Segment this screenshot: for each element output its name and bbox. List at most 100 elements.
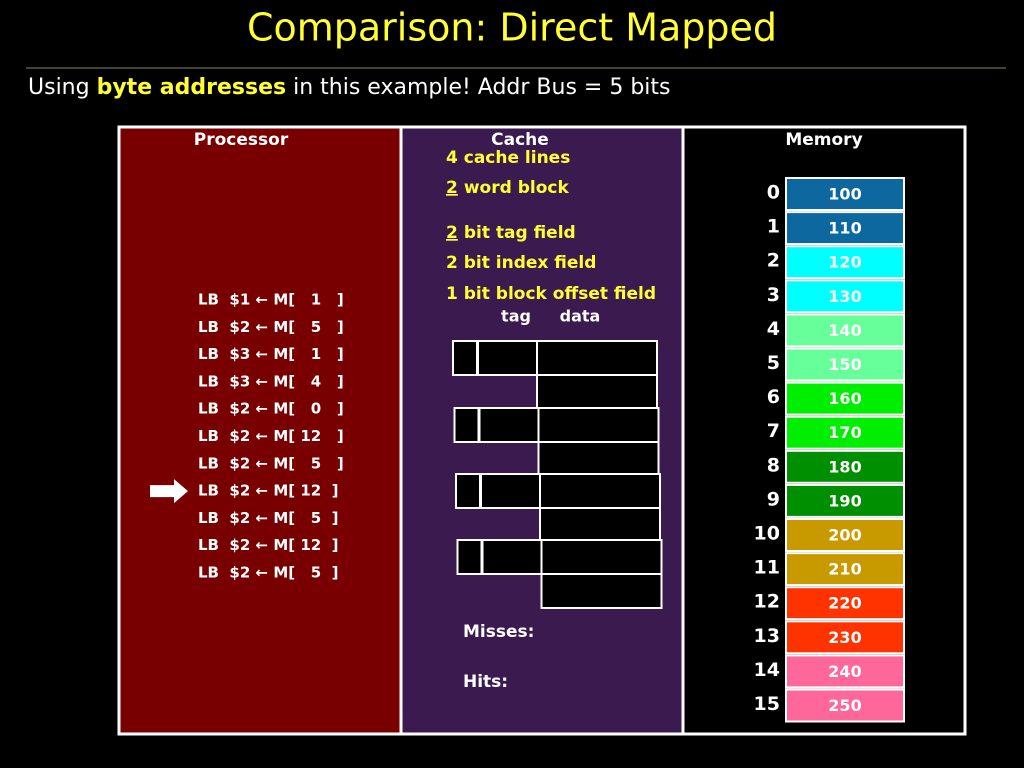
panel-header: Memory — [785, 130, 862, 150]
memory-cell — [785, 245, 905, 280]
subtitle: Using byte addresses in this example! Ad… — [28, 75, 671, 100]
memory-cell — [785, 381, 905, 416]
memory-value: 250 — [828, 696, 861, 715]
data-word — [539, 473, 661, 509]
data-word — [536, 340, 658, 376]
cache-note-number: 2 — [446, 178, 458, 198]
memory-cell — [785, 688, 905, 723]
memory-address: 13 — [754, 625, 780, 647]
panel-header: Cache — [491, 130, 549, 150]
memory-cell — [785, 483, 905, 518]
memory-cell — [785, 449, 905, 484]
memory-value: 210 — [828, 560, 861, 579]
instruction: LB $2 ← M[ 5 ] — [198, 509, 339, 527]
memory-value: 130 — [828, 287, 861, 306]
misses-label: Misses: — [463, 622, 534, 642]
title: Comparison: Direct Mapped — [247, 6, 777, 50]
subtitle-highlight: byte addresses — [97, 75, 287, 100]
memory-address: 11 — [754, 557, 780, 579]
memory-address: 15 — [754, 693, 780, 715]
tag-box — [480, 473, 541, 509]
data-word — [537, 441, 660, 477]
memory-address: 6 — [767, 386, 780, 408]
subtitle-text: in this example! Addr Bus = 5 bits — [293, 75, 670, 100]
memory-address: 8 — [767, 454, 780, 476]
cache-grid — [452, 340, 663, 609]
memory-value: 160 — [828, 389, 861, 408]
data-word — [537, 407, 660, 443]
memory-value: 200 — [828, 526, 861, 545]
memory-cell — [785, 347, 905, 382]
tag-box — [478, 407, 540, 443]
current-arrow — [150, 479, 188, 504]
instruction: LB $2 ← M[ 5 ] — [198, 318, 344, 336]
panel-header: Processor — [194, 130, 289, 150]
cache-note: 4 cache lines — [446, 148, 570, 168]
processor-panel — [117, 125, 403, 736]
instruction: LB $1 ← M[ 1 ] — [198, 291, 344, 309]
memory-value: 240 — [828, 662, 861, 681]
cache-note-text: 1 bit block offset field — [446, 284, 656, 304]
data-word — [539, 507, 661, 543]
memory-address: 10 — [754, 523, 780, 545]
valid-bit — [453, 407, 480, 443]
memory-address: 12 — [754, 591, 780, 613]
column-label: data — [560, 307, 601, 326]
tag-box — [477, 340, 538, 376]
memory-value: 110 — [828, 219, 861, 238]
instruction: LB $2 ← M[ 12 ] — [198, 427, 344, 445]
memory-value: 220 — [828, 594, 861, 613]
instruction: LB $2 ← M[ 5 ] — [198, 564, 339, 582]
memory-value: 170 — [828, 423, 861, 442]
data-word — [540, 539, 663, 575]
column-label: tag — [501, 307, 531, 326]
cache-note-number: 2 — [446, 223, 458, 243]
memory-address: 3 — [767, 284, 780, 306]
memory-cell — [785, 211, 905, 246]
memory-value: 140 — [828, 321, 861, 340]
memory-value: 180 — [828, 457, 861, 476]
instruction: LB $2 ← M[ 0 ] — [198, 400, 344, 418]
valid-bit — [456, 539, 483, 575]
memory-value: 190 — [828, 491, 861, 510]
memory-address: 14 — [754, 659, 780, 681]
memory-address: 0 — [767, 182, 780, 204]
memory-cell — [785, 654, 905, 689]
memory-address: 5 — [767, 352, 780, 374]
valid-bit — [455, 473, 481, 509]
data-word — [536, 374, 658, 410]
memory-value: 120 — [828, 253, 861, 272]
data-word — [540, 573, 663, 609]
cache-note-text: word block — [464, 178, 570, 198]
instruction: LB $3 ← M[ 4 ] — [198, 372, 344, 390]
memory-address: 2 — [767, 250, 780, 272]
memory-value: 150 — [828, 355, 861, 374]
cache-note: 2 bit tag field — [446, 223, 576, 243]
cache-note: 1 bit block offset field — [446, 284, 656, 304]
memory-cell — [785, 620, 905, 655]
instruction: LB $2 ← M[ 12 ] — [198, 482, 339, 500]
instruction: LB $2 ← M[ 5 ] — [198, 454, 344, 472]
hits-label: Hits: — [463, 672, 508, 692]
memory-address: 1 — [767, 216, 780, 238]
memory-cell — [785, 518, 905, 552]
valid-bit — [452, 340, 478, 376]
memory-cell — [785, 313, 905, 348]
cache-note-text: 2 bit index field — [446, 253, 596, 273]
cache-note-text: 4 cache lines — [446, 148, 570, 168]
cache-note-text: bit tag field — [464, 223, 576, 243]
memory-cell — [785, 177, 905, 211]
memory-address: 4 — [767, 318, 780, 340]
memory-address: 7 — [767, 420, 780, 442]
cache-note: 2 word block — [446, 178, 569, 198]
subtitle-text: Using — [28, 75, 90, 100]
memory-cell — [785, 279, 905, 314]
cache-note: 2 bit index field — [446, 253, 596, 273]
memory-value: 100 — [828, 185, 861, 204]
memory-cell — [785, 586, 905, 621]
memory-cell — [785, 415, 905, 450]
instruction: LB $3 ← M[ 1 ] — [198, 345, 344, 363]
memory-value: 230 — [828, 628, 861, 647]
